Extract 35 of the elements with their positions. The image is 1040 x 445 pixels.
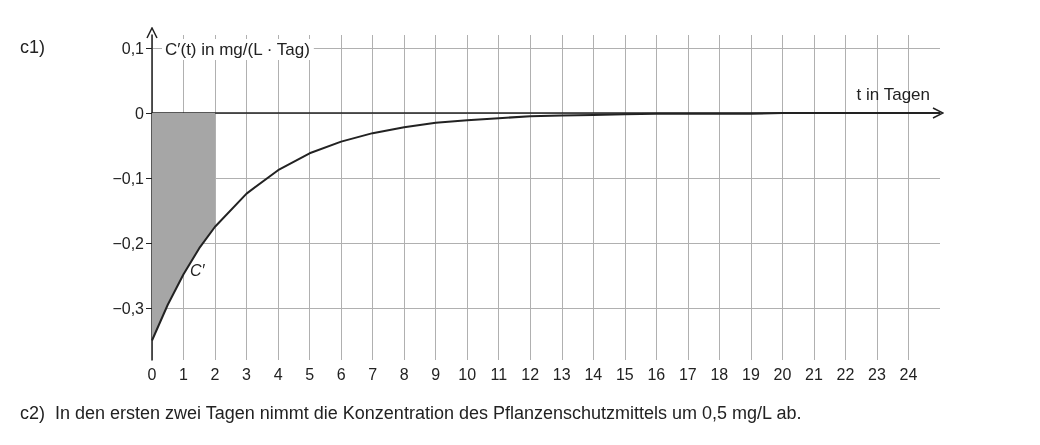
x-tick-label: 21	[805, 365, 823, 383]
x-tick-label: 9	[431, 365, 441, 383]
x-tick-label: 24	[899, 365, 918, 383]
x-tick-label: 17	[678, 365, 697, 383]
x-tick-label: 5	[305, 365, 315, 383]
x-tick-label: 2	[210, 365, 220, 383]
annotation: C′	[190, 261, 206, 279]
x-tick-label: 10	[458, 365, 477, 383]
x-tick-label: 22	[836, 365, 855, 383]
y-tick-label: 0	[135, 104, 145, 122]
y-tick-label: −0,2	[112, 234, 145, 252]
y-tick-label: 0,1	[121, 39, 145, 57]
y-tick-label: −0,3	[112, 299, 145, 317]
x-tick-label: 13	[552, 365, 571, 383]
x-tick-label: 19	[741, 365, 760, 383]
x-tick-label: 23	[868, 365, 886, 383]
x-tick-label: 12	[521, 365, 540, 383]
x-axis-title: t in Tagen	[856, 85, 930, 104]
x-tick-label: 0	[147, 365, 157, 383]
x-tick-label: 3	[242, 365, 252, 383]
text: c2) In den ersten zwei Tagen nimmt die Konzentration des Pflanzenschutzmittels um 0,5 mg/L ab.	[20, 403, 802, 423]
x-tick-label: 14	[584, 365, 603, 383]
x-tick-label: 20	[773, 365, 792, 383]
x-tick-label: 7	[368, 365, 378, 383]
text: c1)	[20, 37, 46, 57]
y-tick-label: −0,1	[112, 169, 145, 187]
y-axis-title: C′(t) in mg/(L · Tag)	[165, 40, 310, 59]
x-tick-label: 15	[615, 365, 634, 383]
x-tick-label: 6	[336, 365, 346, 383]
x-tick-label: 16	[647, 365, 666, 383]
x-tick-label: 4	[273, 365, 283, 383]
x-tick-label: 18	[710, 365, 729, 383]
x-tick-label: 1	[179, 365, 189, 383]
x-tick-label: 8	[399, 365, 409, 383]
x-tick-label: 11	[490, 365, 508, 383]
